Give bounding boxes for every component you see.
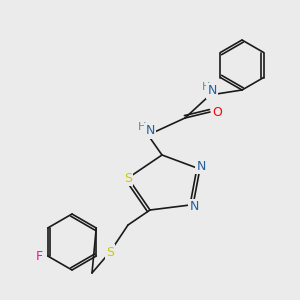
Text: F: F <box>36 250 43 262</box>
Text: H: H <box>138 122 146 132</box>
Text: H: H <box>202 82 210 92</box>
Text: O: O <box>212 106 222 118</box>
Text: S: S <box>124 172 132 184</box>
Text: N: N <box>189 200 199 214</box>
Text: N: N <box>145 124 155 137</box>
Text: S: S <box>106 245 114 259</box>
Text: N: N <box>207 85 217 98</box>
Text: N: N <box>196 160 206 172</box>
